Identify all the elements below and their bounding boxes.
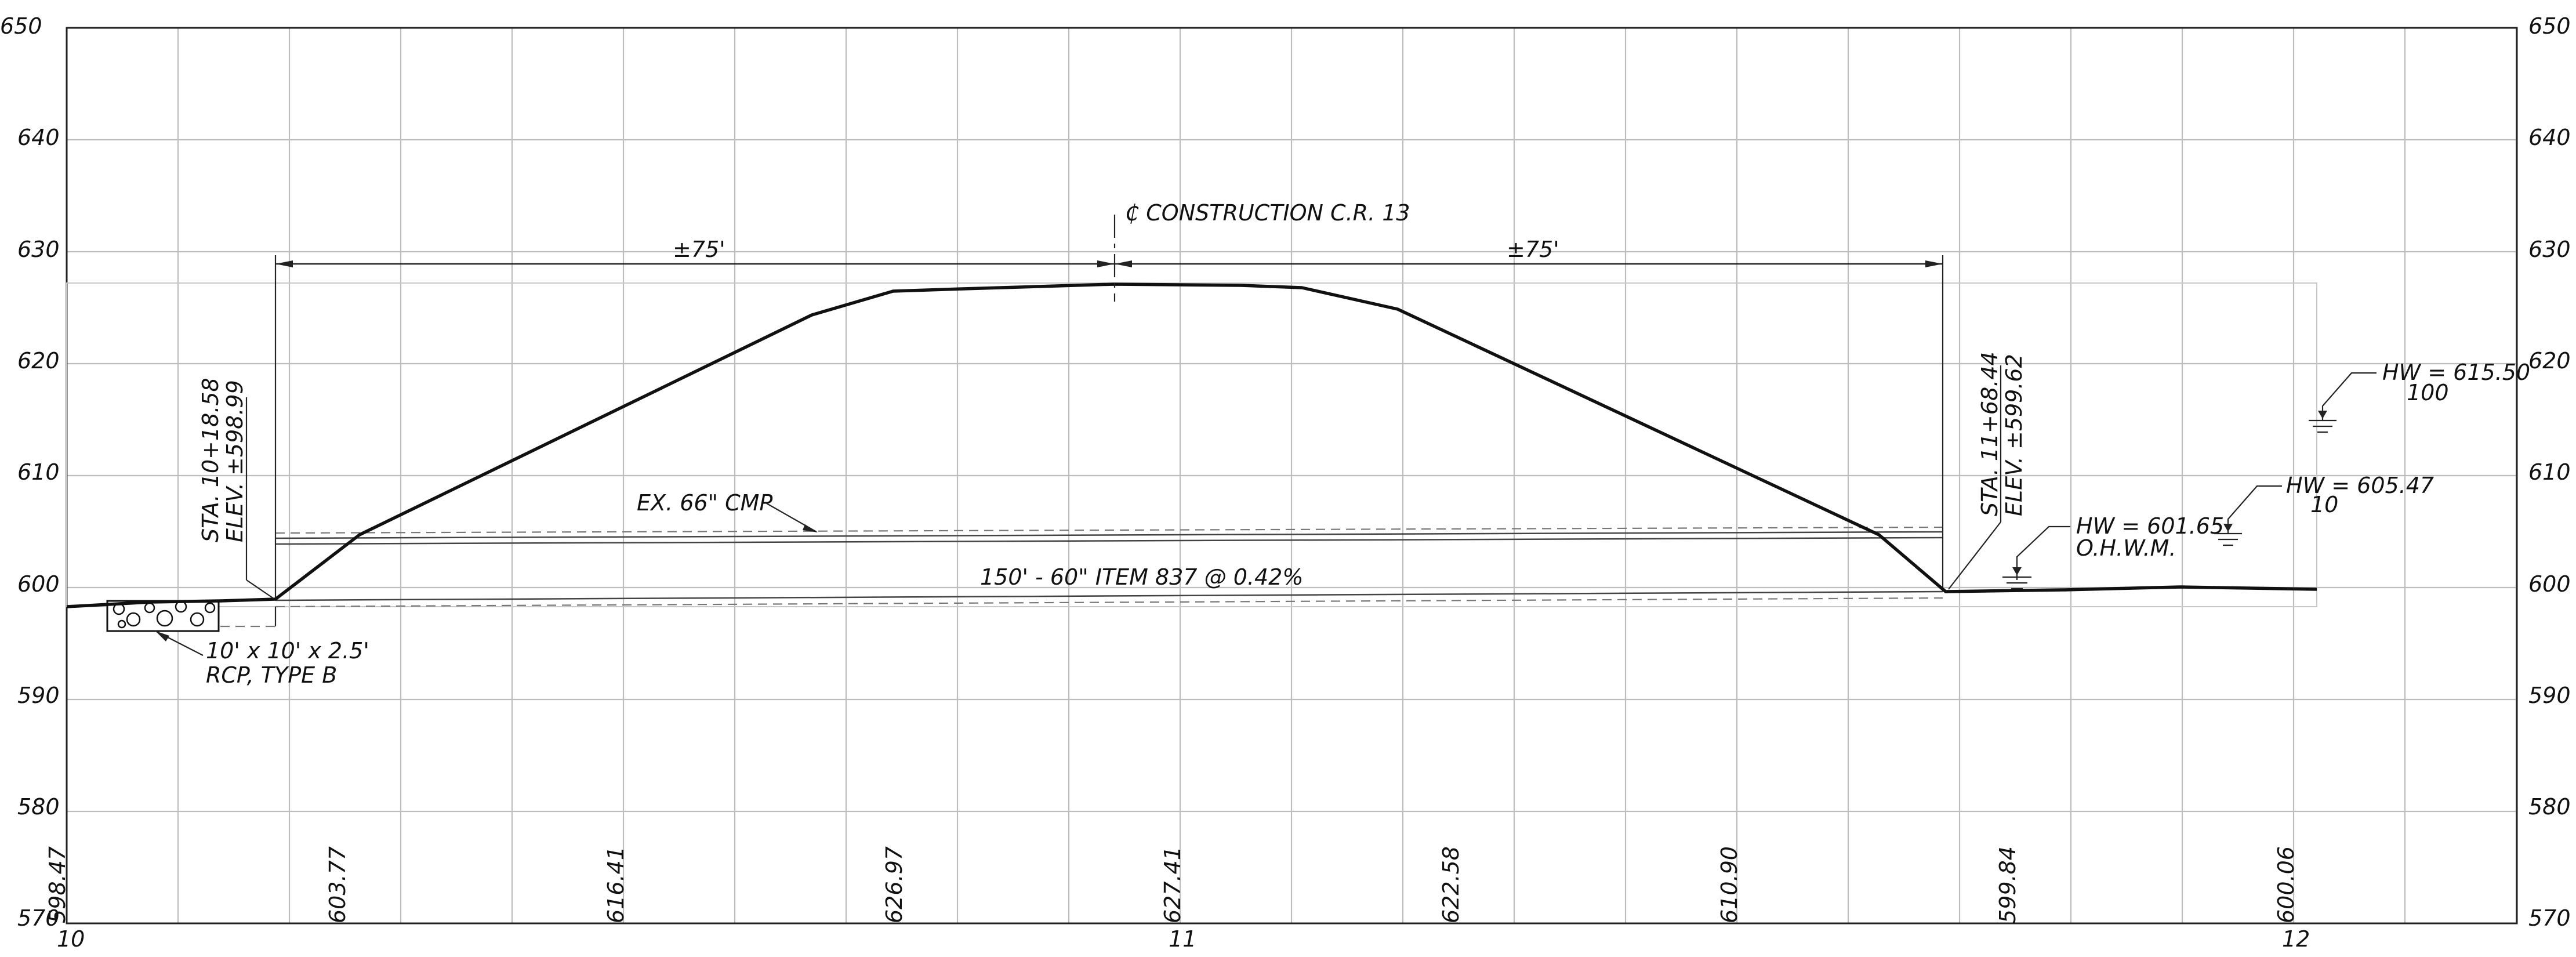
ground-elevation-label: 603.77	[325, 846, 350, 923]
hw-ohwm-label: HW = 601.65	[2076, 513, 2224, 539]
ohwm-callout: HW = 601.65 O.H.W.M.	[2002, 513, 2224, 590]
y-tick-label: 620	[17, 348, 60, 374]
hw100-callout: HW = 615.50 100	[2309, 360, 2530, 433]
left-elev-label: ELEV. ±598.99	[222, 380, 248, 542]
y-tick-label: 570	[17, 905, 60, 931]
ground-elevation-label: 627.41	[1160, 846, 1185, 923]
rcp-type-label: RCP, TYPE B	[206, 662, 337, 688]
ground-elevations: 598.47 603.77 616.41 626.97 627.41 622.5…	[45, 846, 2299, 923]
left-station-callout: STA. 10+18.58 ELEV. ±598.99	[198, 378, 274, 599]
left-station-label: STA. 10+18.58	[198, 378, 223, 542]
y-tick-label: 590	[17, 683, 60, 708]
y-tick-label: 620	[2528, 348, 2571, 374]
ground-elevation-label: 600.06	[2273, 846, 2299, 923]
y-tick-label: 610	[2528, 459, 2571, 485]
hw10-callout: HW = 605.47 10	[2214, 473, 2434, 546]
hw100-freq-label: 100	[2407, 380, 2449, 405]
x-axis: 10 11 12	[57, 926, 2310, 952]
station-label: 10	[57, 926, 85, 952]
y-tick-label: 580	[2528, 794, 2571, 820]
centerline-marker: ₵ CONSTRUCTION C.R. 13	[1113, 200, 1410, 302]
y-tick-label: 610	[17, 459, 60, 485]
dim-right-label: ±75'	[1507, 237, 1559, 262]
y-axis-right: 650 640 630 620 610 600 590 580 570	[2528, 13, 2571, 931]
y-tick-label: 640	[2528, 125, 2571, 150]
hw100-label: HW = 615.50	[2382, 360, 2530, 385]
ohwm-label: O.H.W.M.	[2076, 535, 2176, 561]
dim-left-label: ±75'	[673, 237, 725, 262]
rcp-callout: 10' x 10' x 2.5' RCP, TYPE B	[155, 630, 369, 688]
ground-elevation-label: 626.97	[881, 846, 907, 923]
y-tick-label: 630	[2528, 237, 2571, 262]
dimension-line: ±75' ±75'	[274, 237, 1944, 519]
ground-elevation-label: 599.84	[1995, 846, 2020, 923]
ground-elevation-label: 598.47	[45, 846, 70, 923]
y-axis-left: 650 640 630 620 610 600 590 580 570	[0, 13, 60, 931]
station-label: 11	[1169, 926, 1196, 952]
y-tick-label: 570	[2528, 905, 2571, 931]
grid	[67, 27, 2517, 925]
existing-cmp-callout: EX. 66" CMP	[637, 490, 818, 532]
y-tick-label: 580	[17, 794, 60, 820]
ground-profile	[66, 282, 2317, 608]
hw10-label: HW = 605.47	[2286, 473, 2434, 498]
y-tick-label: 640	[17, 125, 60, 150]
y-tick-label: 650	[2528, 13, 2571, 39]
y-tick-label: 600	[17, 571, 60, 597]
existing-cmp-pipe	[274, 515, 1944, 597]
proposed-pipe	[220, 590, 1943, 628]
ground-elevation-label: 616.41	[603, 846, 629, 923]
ground-elevation-label: 622.58	[1438, 846, 1464, 923]
rcp-size-label: 10' x 10' x 2.5'	[206, 638, 369, 664]
rock-channel-protection	[106, 600, 220, 632]
y-tick-label: 650	[0, 13, 42, 39]
y-tick-label: 600	[2528, 571, 2571, 597]
structure-envelope	[66, 282, 2317, 607]
y-tick-label: 630	[17, 237, 60, 262]
station-label: 12	[2282, 926, 2310, 952]
right-station-label: STA. 11+68.44	[1977, 351, 2002, 516]
existing-cmp-label: EX. 66" CMP	[637, 490, 772, 516]
ground-elevation-label: 610.90	[1717, 846, 1742, 923]
hw10-freq-label: 10	[2310, 492, 2338, 517]
proposed-pipe-label: 150' - 60" ITEM 837 @ 0.42%	[980, 564, 1303, 590]
right-elev-label: ELEV. ±599.62	[2001, 354, 2027, 516]
right-station-callout: STA. 11+68.44 ELEV. ±599.62	[1948, 351, 2027, 590]
centerline-label: ₵ CONSTRUCTION C.R. 13	[1125, 200, 1410, 226]
y-tick-label: 590	[2528, 683, 2571, 708]
